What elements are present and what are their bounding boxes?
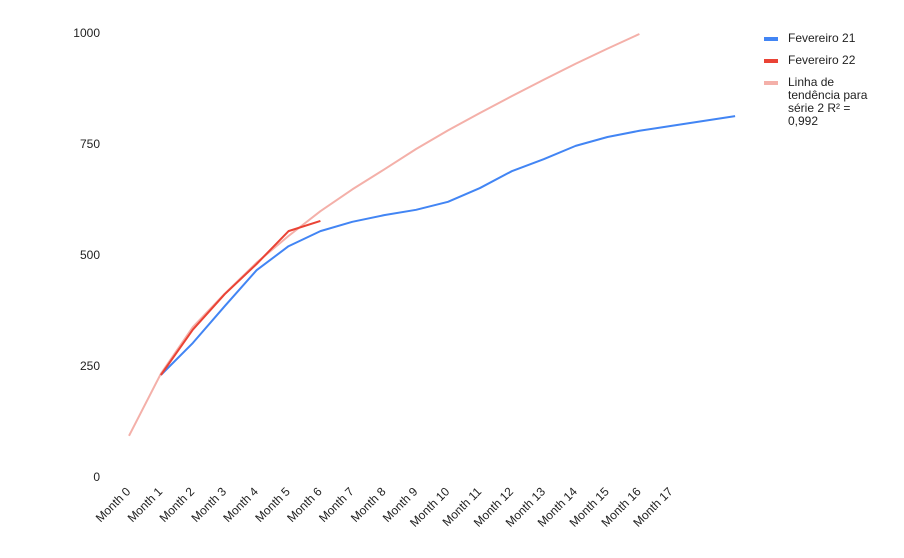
legend-swatch [764,59,778,63]
legend-swatch [764,37,778,41]
y-tick-label: 0 [93,470,100,484]
legend-label: Fevereiro 21 [788,31,856,45]
series-line [160,219,321,376]
legend-item: Fevereiro 22 [764,54,894,67]
y-tick-label: 500 [80,248,100,262]
series-line [128,33,640,437]
legend: Fevereiro 21 Fevereiro 22 Linha de tendênc… [764,32,894,137]
legend-label: Fevereiro 22 [788,53,856,67]
y-tick-label: 750 [80,137,100,151]
y-tick-label: 250 [80,359,100,373]
legend-label: Linha de tendência para série 2 R² = 0,9… [788,75,868,128]
y-tick-label: 1000 [73,26,100,40]
series-line [160,115,736,376]
legend-item: Fevereiro 21 [764,32,894,45]
legend-swatch [764,81,778,85]
legend-item: Linha de tendência para série 2 R² = 0,9… [764,76,876,128]
